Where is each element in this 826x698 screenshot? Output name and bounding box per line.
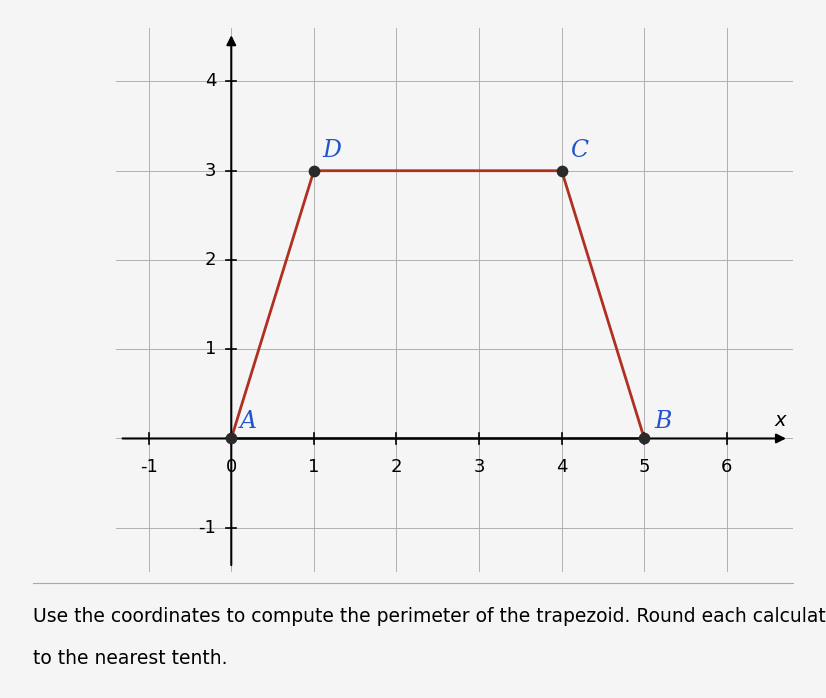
- Text: 2: 2: [391, 458, 402, 476]
- Text: 0: 0: [225, 458, 237, 476]
- Point: [638, 433, 651, 444]
- Text: -1: -1: [140, 458, 158, 476]
- Text: 3: 3: [205, 162, 216, 179]
- Text: C: C: [570, 139, 588, 162]
- Point: [225, 433, 238, 444]
- Text: 1: 1: [308, 458, 320, 476]
- Text: x: x: [775, 411, 786, 431]
- Text: 4: 4: [205, 73, 216, 91]
- Text: to the nearest tenth.: to the nearest tenth.: [33, 649, 227, 668]
- Text: B: B: [654, 410, 672, 433]
- Text: Use the coordinates to compute the perimeter of the trapezoid. Round each calcul: Use the coordinates to compute the perim…: [33, 607, 826, 626]
- Text: 1: 1: [205, 340, 216, 358]
- Point: [307, 165, 320, 177]
- Text: 6: 6: [721, 458, 733, 476]
- Text: 3: 3: [473, 458, 485, 476]
- Text: 5: 5: [638, 458, 650, 476]
- Text: -1: -1: [198, 519, 216, 537]
- Point: [555, 165, 568, 177]
- Text: 2: 2: [205, 251, 216, 269]
- Text: D: D: [322, 139, 341, 162]
- Text: A: A: [240, 410, 257, 433]
- Text: 4: 4: [556, 458, 567, 476]
